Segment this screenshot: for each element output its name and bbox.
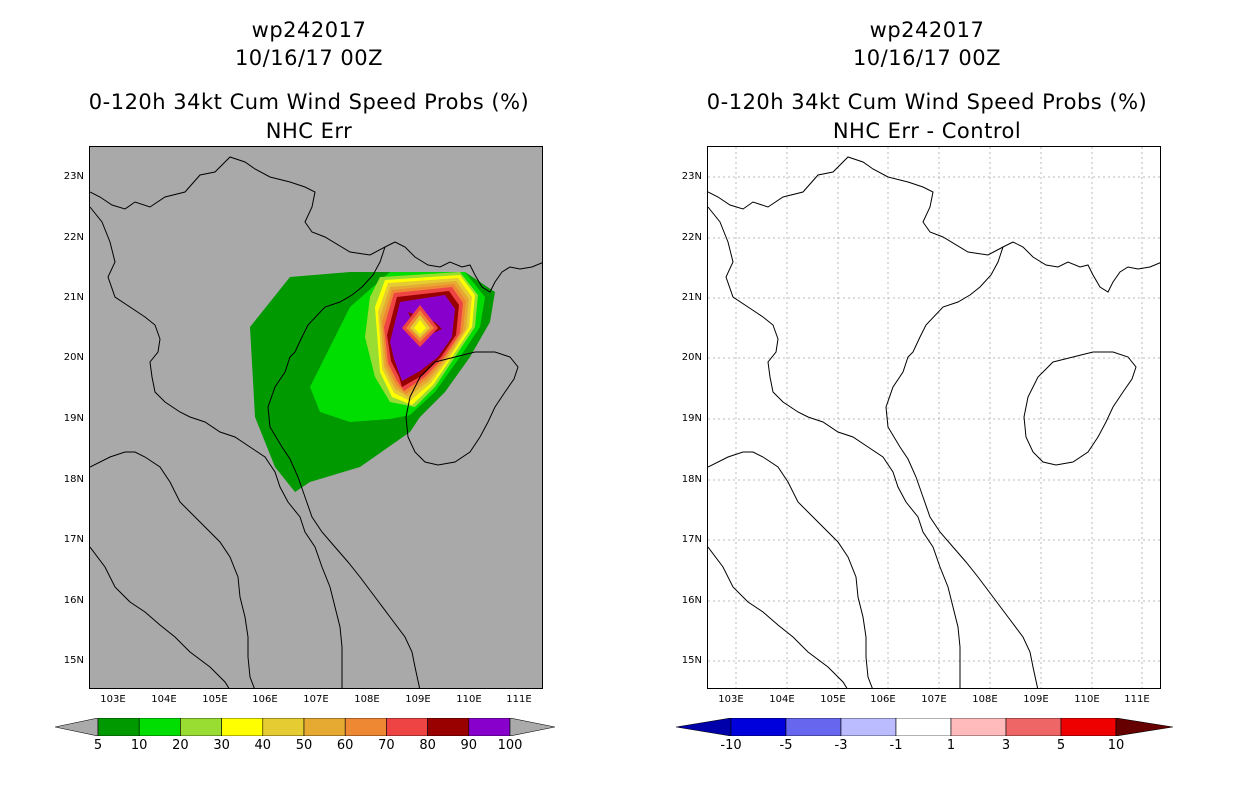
colorbar-box xyxy=(262,718,305,736)
colorbar-label: 5 xyxy=(1056,738,1066,753)
storm-id: wp242017 xyxy=(251,18,367,42)
lat-tick: 15N xyxy=(63,655,84,666)
plot-title: 0-120h 34kt Cum Wind Speed Probs (%) xyxy=(706,90,1148,114)
colorbar-label: -1 xyxy=(889,738,903,753)
colorbar-box xyxy=(138,718,181,736)
lat-tick: 21N xyxy=(63,292,84,303)
colorbar-label: 40 xyxy=(254,738,272,753)
colorbar-label: 90 xyxy=(460,738,478,753)
colorbar-label: -10 xyxy=(720,738,742,753)
lat-tick: 23N xyxy=(63,171,84,182)
colorbar-box xyxy=(1005,718,1062,736)
lon-tick: 108E xyxy=(972,694,998,705)
lon-tick: 103E xyxy=(718,694,744,705)
colorbar-label: 30 xyxy=(213,738,230,753)
lon-tick: 107E xyxy=(303,694,329,705)
lat-tick: 22N xyxy=(681,232,702,243)
colorbar-box xyxy=(895,718,952,736)
lon-tick: 107E xyxy=(921,694,947,705)
left-panel: wp242017 10/16/17 00Z 0-120h 34kt Cum Wi… xyxy=(55,18,555,753)
lat-tick: 17N xyxy=(63,534,84,545)
colorbar-label: 5 xyxy=(93,738,103,753)
lon-tick: 110E xyxy=(456,694,482,705)
lon-tick: 108E xyxy=(354,694,380,705)
colorbar-box xyxy=(386,718,428,736)
forecast-date: 10/16/17 00Z xyxy=(234,46,384,70)
map-svg xyxy=(90,156,542,688)
colorbar-box xyxy=(840,718,897,736)
colorbar-box xyxy=(468,718,511,736)
colorbar-right xyxy=(676,718,1173,736)
plot-subtitle: NHC Err - Control xyxy=(832,119,1022,143)
colorbar-label: 3 xyxy=(1001,738,1011,753)
lat-tick: 15N xyxy=(681,655,702,666)
colorbar-box xyxy=(303,718,346,736)
lon-tick: 105E xyxy=(202,694,228,705)
lon-tick: 110E xyxy=(1074,694,1100,705)
colorbar-box xyxy=(221,718,264,736)
colorbar-label: 80 xyxy=(419,738,436,753)
colorbar-label: 20 xyxy=(172,738,189,753)
lon-tick: 104E xyxy=(151,694,177,705)
colorbar-left xyxy=(55,718,555,736)
lon-tick: 105E xyxy=(820,694,846,705)
lat-tick: 16N xyxy=(63,595,84,606)
right-panel: wp242017 10/16/17 00Z 0-120h 34kt Cum Wi… xyxy=(618,0,1236,800)
lat-tick: 18N xyxy=(681,474,702,485)
map-svg xyxy=(708,147,1160,688)
grid-lines xyxy=(708,147,1160,688)
coastlines-borders xyxy=(708,156,1160,688)
plot-title: 0-120h 34kt Cum Wind Speed Probs (%) xyxy=(88,90,530,114)
lat-tick: 19N xyxy=(63,413,84,424)
colorbar-boxes xyxy=(730,718,1117,736)
lat-tick: 19N xyxy=(681,413,702,424)
colorbar-label: -5 xyxy=(779,738,793,753)
lat-tick: 17N xyxy=(681,534,702,545)
plot-subtitle: NHC Err xyxy=(265,119,353,143)
lat-tick: 23N xyxy=(681,171,702,182)
lon-tick: 106E xyxy=(252,694,278,705)
colorbar-label: 100 xyxy=(497,738,523,753)
colorbar-over xyxy=(1115,718,1173,736)
colorbar-label: 50 xyxy=(295,738,313,753)
colorbar-label: 10 xyxy=(1107,738,1125,753)
lat-tick: 21N xyxy=(681,292,702,303)
forecast-date: 10/16/17 00Z xyxy=(852,46,1002,70)
colorbar-box xyxy=(1060,718,1117,736)
lon-tick: 109E xyxy=(405,694,431,705)
probability-map xyxy=(89,146,543,689)
coastlines-borders xyxy=(90,156,542,688)
lon-tick: 111E xyxy=(506,694,532,705)
colorbar-box xyxy=(180,718,222,736)
colorbar-label: -3 xyxy=(834,738,848,753)
colorbar-label: 70 xyxy=(378,738,395,753)
storm-id: wp242017 xyxy=(869,18,985,42)
colorbar-box xyxy=(344,718,387,736)
lon-tick: 111E xyxy=(1124,694,1150,705)
colorbar-box xyxy=(427,718,470,736)
probability-contours xyxy=(250,272,495,492)
lat-tick: 18N xyxy=(63,474,84,485)
colorbar-box xyxy=(950,718,1007,736)
colorbar-boxes xyxy=(97,718,511,736)
lat-tick: 16N xyxy=(681,595,702,606)
colorbar-box xyxy=(97,718,140,736)
lon-tick: 106E xyxy=(870,694,896,705)
lat-tick: 22N xyxy=(63,232,84,243)
colorbar-label: 10 xyxy=(130,738,148,753)
lat-tick: 20N xyxy=(63,352,84,363)
lon-tick: 103E xyxy=(100,694,126,705)
colorbar-box xyxy=(730,718,787,736)
lat-tick: 20N xyxy=(681,352,702,363)
colorbar-under xyxy=(55,718,99,736)
colorbar-label: 1 xyxy=(946,738,956,753)
lon-tick: 109E xyxy=(1023,694,1049,705)
colorbar-over xyxy=(509,718,555,736)
difference-map xyxy=(707,146,1161,689)
lon-tick: 104E xyxy=(769,694,795,705)
colorbar-box xyxy=(785,718,842,736)
colorbar-label: 60 xyxy=(336,738,354,753)
colorbar-under xyxy=(676,718,732,736)
